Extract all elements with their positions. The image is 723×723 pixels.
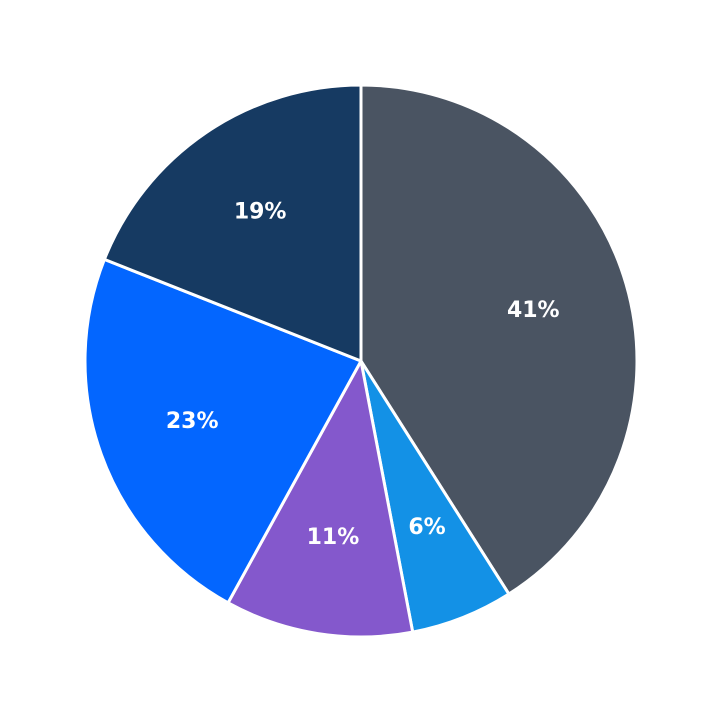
pie-slice [359, 83, 639, 596]
pie-slice [102, 83, 363, 363]
data-label: 6% [408, 515, 445, 540]
pie-slice [226, 359, 415, 639]
data-label: 41% [507, 298, 560, 323]
data-label: 19% [234, 200, 287, 225]
data-label: 11% [307, 525, 360, 550]
data-label: 23% [166, 409, 219, 434]
pie-slice [83, 257, 363, 605]
